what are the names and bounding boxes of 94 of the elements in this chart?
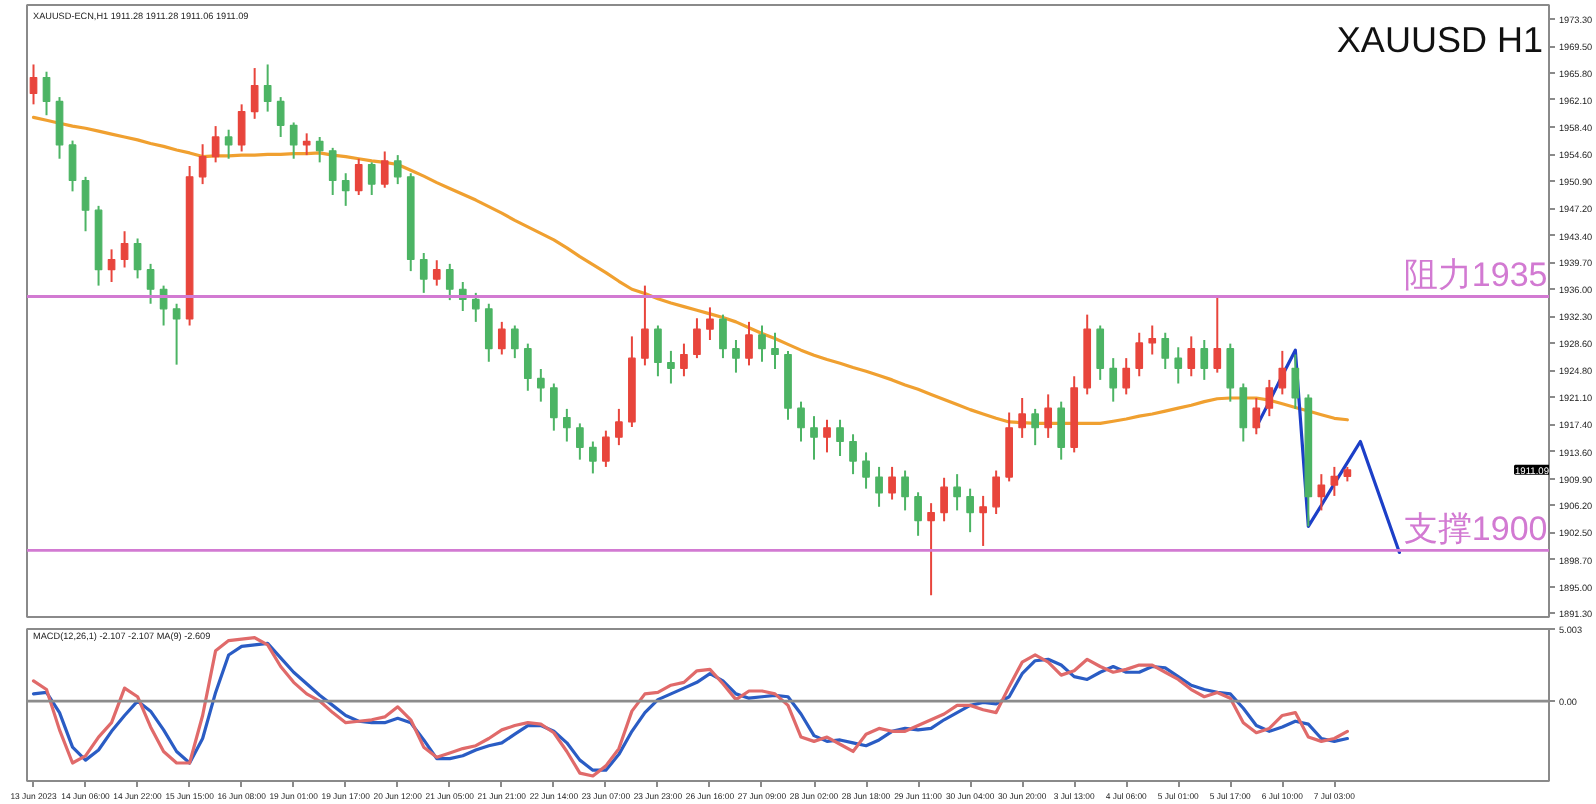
candlestick — [823, 418, 831, 454]
candlestick — [237, 103, 246, 153]
candlestick — [771, 331, 779, 371]
candlestick — [1174, 346, 1183, 385]
candlestick — [432, 259, 441, 287]
candlestick — [250, 67, 259, 120]
candlestick — [1200, 339, 1209, 381]
candlestick — [380, 150, 389, 189]
candlestick — [55, 96, 64, 160]
candlestick — [953, 473, 961, 512]
candlestick — [732, 339, 740, 374]
candlestick — [497, 320, 506, 356]
candlestick — [667, 349, 675, 385]
candlestick — [198, 143, 207, 186]
candlestick — [302, 132, 311, 157]
candlestick — [1330, 465, 1339, 497]
candlestick — [367, 161, 376, 196]
candlestick — [875, 465, 883, 508]
candlestick — [133, 237, 142, 280]
candlestick — [836, 418, 844, 458]
candlestick — [224, 128, 233, 160]
candlestick — [849, 433, 857, 476]
candlestick — [1135, 331, 1144, 378]
candlestick — [536, 368, 545, 403]
candlestick — [1031, 407, 1040, 447]
ref-line-label: 支撑1900 — [1403, 509, 1548, 548]
candlestick — [1187, 335, 1196, 378]
candlestick — [289, 121, 298, 160]
candlestick — [1278, 349, 1287, 396]
candlestick — [1122, 357, 1131, 396]
candlestick — [654, 324, 662, 378]
candlestick — [510, 324, 519, 360]
candlestick — [172, 302, 181, 366]
candlestick — [29, 63, 38, 106]
candlestick — [576, 422, 584, 461]
candlestick — [615, 407, 623, 447]
candlestick — [914, 491, 922, 537]
candlestick — [354, 157, 363, 196]
candlestick — [901, 469, 909, 512]
candlestick — [758, 324, 766, 363]
candlestick — [992, 469, 1000, 516]
candlestick — [393, 154, 402, 186]
candlestick — [589, 440, 597, 475]
candlestick — [445, 262, 454, 302]
candlestick — [211, 125, 220, 164]
candlestick — [328, 146, 337, 196]
candlestick — [107, 248, 116, 283]
candlestick — [68, 139, 77, 193]
candlestick — [680, 342, 688, 378]
candlestick — [1018, 397, 1027, 439]
candlestick — [146, 262, 155, 305]
line-series — [1254, 348, 1401, 555]
ref-line-label: 阻力1935 — [1403, 256, 1548, 295]
candlestick — [1057, 400, 1066, 461]
candlestick — [1252, 397, 1261, 436]
candlestick — [862, 451, 870, 490]
candlestick — [719, 313, 727, 360]
candlestick — [484, 302, 493, 363]
candlestick — [1096, 324, 1105, 381]
candlestick — [1226, 342, 1235, 403]
candlestick — [1044, 393, 1053, 439]
candlestick — [940, 476, 948, 523]
candlestick — [979, 494, 987, 547]
candlestick — [81, 175, 90, 233]
candlestick — [563, 407, 571, 443]
candlestick — [745, 320, 753, 367]
candlestick — [263, 63, 272, 113]
candlestick — [471, 291, 480, 323]
candlestick — [641, 284, 649, 367]
candlestick — [1317, 473, 1326, 512]
candlestick — [341, 172, 350, 207]
candlestick — [276, 96, 285, 138]
candlestick — [1213, 294, 1222, 374]
candlestick — [523, 342, 532, 392]
candlestick — [1239, 382, 1248, 443]
candlestick — [1109, 357, 1118, 403]
candlestick — [419, 251, 428, 294]
candlestick — [797, 400, 805, 443]
candlestick — [810, 415, 818, 461]
candlestick — [42, 70, 51, 117]
candlestick — [549, 382, 558, 432]
candlestick — [1291, 353, 1300, 410]
candlestick — [888, 465, 896, 501]
candlestick — [1265, 378, 1274, 418]
candlestick — [315, 135, 324, 164]
candlestick — [693, 317, 701, 360]
candlestick — [120, 230, 129, 269]
candlestick — [927, 502, 935, 597]
chart-title: XAUUSD H1 — [1336, 20, 1543, 61]
candlestick — [1161, 331, 1170, 371]
candlestick — [602, 429, 610, 468]
candlestick — [966, 487, 974, 534]
candlestick — [1148, 324, 1157, 356]
candlestick — [706, 306, 714, 341]
